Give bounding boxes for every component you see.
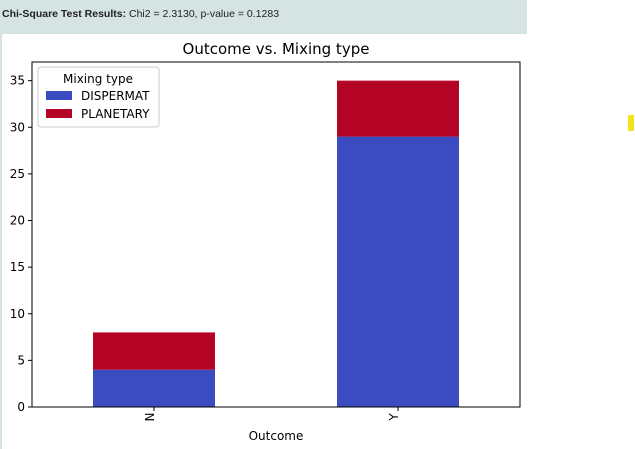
y-tick-label: 20	[10, 214, 25, 228]
results-text: Chi2 = 2.3130, p-value = 0.1283	[129, 8, 280, 20]
legend: Mixing type DISPERMAT PLANETARY	[37, 66, 160, 128]
legend-title: Mixing type	[63, 72, 133, 86]
y-tick-label: 25	[10, 167, 25, 181]
y-tick-label: 5	[17, 353, 25, 367]
left-border	[0, 34, 2, 449]
y-tick-label: 30	[10, 120, 25, 134]
bar-dispermat-n	[93, 369, 215, 407]
bar-planetary-y	[337, 80, 459, 137]
x-tick-label: Y	[387, 413, 401, 422]
legend-swatch-dispermat	[46, 91, 72, 100]
y-tick-label: 0	[17, 400, 25, 414]
chart-title: Outcome vs. Mixing type	[183, 40, 370, 58]
legend-label-planetary: PLANETARY	[81, 107, 150, 121]
y-tick-label: 10	[10, 307, 25, 321]
y-axis: 0 5 10 15 20 25 30 35	[10, 74, 32, 414]
stacked-bar-chart: Outcome vs. Mixing type 0 5 10 15 20 25 30 35 N…	[10, 40, 521, 443]
results-label: Chi-Square Test Results:	[2, 8, 127, 20]
x-axis-label: Outcome	[249, 429, 304, 443]
y-tick-label: 15	[10, 260, 25, 274]
legend-label-dispermat: DISPERMAT	[81, 89, 150, 103]
legend-swatch-planetary	[46, 109, 72, 118]
bar-dispermat-y	[337, 136, 459, 407]
x-tick-label: N	[143, 413, 157, 422]
plot-frame	[31, 61, 521, 408]
y-tick-label: 35	[10, 74, 25, 88]
scroll-marker	[628, 115, 634, 131]
plot-area	[93, 80, 459, 407]
results-banner: Chi-Square Test Results: Chi2 = 2.3130, …	[0, 0, 527, 34]
bar-planetary-n	[93, 332, 215, 370]
